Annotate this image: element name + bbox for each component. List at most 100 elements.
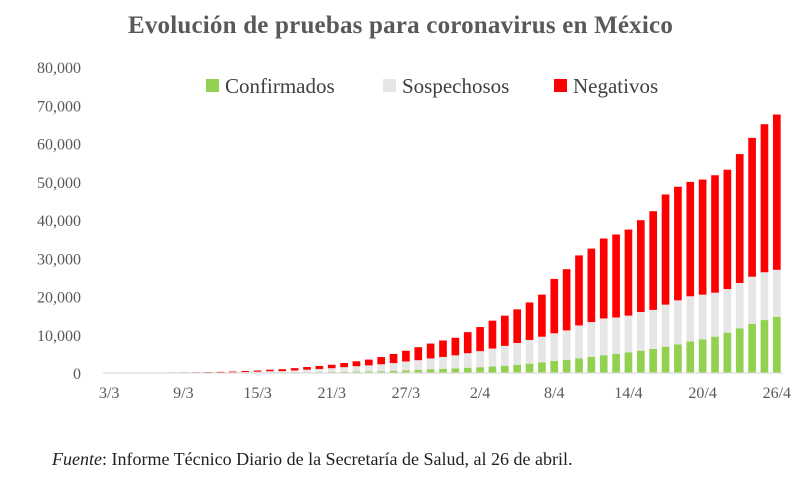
y-tick-label: 30,000	[37, 251, 81, 268]
bar-sospechosos-14-4	[624, 315, 633, 353]
bar-sospechosos-15-3	[253, 371, 262, 373]
bar-sospechosos-18-4	[674, 300, 682, 345]
bar-negativos-17-3	[278, 369, 287, 372]
bar-negativos-15-4	[636, 220, 645, 312]
bar-confirmados-3-4	[488, 366, 497, 373]
bar-sospechosos-16-4	[649, 309, 658, 349]
bar-confirmados-1-4	[463, 367, 472, 373]
bar-negativos-23-4	[735, 154, 744, 283]
bar-negativos-13-4	[612, 234, 620, 318]
bar-sospechosos-25-3	[377, 364, 386, 372]
bar-negativos-17-4	[661, 194, 670, 305]
bar-confirmados-15-4	[636, 350, 645, 373]
bar-sospechosos-3-4	[488, 348, 497, 367]
bar-negativos-19-4	[686, 181, 695, 297]
bar-sospechosos-5-4	[513, 343, 522, 365]
bar-sospechosos-24-3	[364, 365, 373, 372]
bar-sospechosos-27-3	[402, 361, 410, 371]
source-note: Fuente: Informe Técnico Diario de la Sec…	[52, 449, 572, 470]
bar-confirmados-30-3	[439, 368, 447, 373]
bar-negativos-16-3	[266, 369, 274, 372]
bar-confirmados-31-3	[451, 368, 460, 373]
bar-sospechosos-24-4	[748, 276, 756, 324]
bar-negativos-5-4	[513, 309, 522, 343]
legend-label-confirmados: Confirmados	[225, 74, 335, 98]
bar-sospechosos-15-4	[636, 312, 645, 351]
bar-confirmados-26-4	[772, 316, 781, 373]
bar-negativos-14-3	[241, 371, 250, 372]
bar-negativos-7-4	[538, 294, 546, 337]
y-tick-label: 80,000	[37, 60, 81, 77]
bar-sospechosos-28-3	[414, 360, 423, 370]
bar-confirmados-25-4	[760, 320, 769, 373]
bar-sospechosos-4-4	[500, 345, 509, 366]
bar-negativos-30-3	[439, 340, 447, 357]
bar-confirmados-27-3	[402, 370, 410, 373]
bar-negativos-26-3	[389, 353, 398, 364]
bar-confirmados-13-4	[612, 353, 620, 373]
bar-sospechosos-17-3	[278, 371, 287, 373]
bar-confirmados-25-3	[377, 371, 386, 373]
y-tick-label: 50,000	[37, 175, 81, 192]
chart-title: Evolución de pruebas para coronavirus en…	[127, 12, 674, 39]
bar-sospechosos-22-3	[340, 367, 348, 372]
bar-negativos-22-3	[340, 362, 348, 368]
y-tick-label: 60,000	[37, 137, 81, 154]
bar-sospechosos-26-3	[389, 363, 398, 371]
bar-sospechosos-23-4	[735, 282, 744, 329]
x-tick-label: 14/4	[614, 385, 642, 402]
bar-sospechosos-19-4	[686, 296, 695, 342]
bar-sospechosos-11-4	[587, 322, 596, 357]
bar-sospechosos-30-3	[439, 356, 447, 369]
bar-confirmados-29-3	[426, 369, 435, 373]
bar-negativos-19-3	[303, 367, 311, 370]
x-tick-label: 3/3	[99, 385, 119, 402]
x-tick-label: 8/4	[544, 385, 564, 402]
bar-confirmados-2-4	[476, 367, 484, 373]
bar-negativos-20-3	[315, 365, 324, 369]
bar-confirmados-24-3	[364, 371, 373, 373]
bar-negativos-1-4	[463, 332, 472, 354]
legend-label-negativos: Negativos	[573, 74, 658, 98]
bar-negativos-25-4	[760, 124, 769, 273]
x-axis-ticks: 3/3 9/3 15/3 21/3 27/3 2/4 8/4 14/4 20/4 26/4	[99, 385, 791, 402]
y-tick-label: 0	[73, 366, 81, 383]
bar-negativos-31-3	[451, 337, 460, 356]
bar-negativos-15-3	[253, 370, 262, 372]
bar-sospechosos-19-3	[303, 369, 311, 373]
bar-sospechosos-20-3	[315, 368, 324, 373]
bar-confirmados-16-4	[649, 348, 658, 373]
bar-sospechosos-23-3	[352, 366, 361, 372]
bar-confirmados-14-4	[624, 352, 633, 373]
bar-negativos-24-4	[748, 137, 756, 277]
bar-negativos-21-3	[327, 364, 336, 369]
bar-sospechosos-12-4	[599, 318, 608, 356]
bar-negativos-22-4	[723, 169, 732, 290]
bar-negativos-2-4	[476, 327, 484, 352]
bar-sospechosos-29-3	[426, 358, 435, 370]
bar-sospechosos-6-4	[525, 339, 534, 364]
x-tick-label: 26/4	[763, 385, 791, 402]
bar-sospechosos-1-4	[463, 353, 472, 368]
bar-confirmados-21-4	[711, 336, 719, 373]
bar-sospechosos-7-4	[538, 336, 546, 363]
bar-negativos-21-4	[711, 175, 719, 293]
bar-negativos-3-4	[488, 320, 497, 349]
bar-sospechosos-20-4	[698, 294, 707, 340]
bar-confirmados-23-4	[735, 328, 744, 373]
legend-label-sospechosos: Sospechosos	[402, 74, 509, 98]
bar-sospechosos-26-4	[772, 269, 781, 317]
bar-confirmados-4-4	[500, 365, 509, 373]
x-tick-label: 15/3	[243, 385, 271, 402]
bar-negativos-18-3	[290, 368, 299, 371]
bar-negativos-13-3	[228, 371, 237, 373]
bar-negativos-28-3	[414, 347, 423, 361]
bar-sospechosos-18-3	[290, 370, 299, 373]
bar-negativos-29-3	[426, 343, 435, 359]
bar-sospechosos-13-4	[612, 317, 620, 354]
bar-negativos-9-4	[562, 269, 571, 331]
bar-sospechosos-8-4	[550, 333, 559, 361]
bar-negativos-25-3	[377, 357, 386, 365]
bar-negativos-24-3	[364, 359, 373, 366]
